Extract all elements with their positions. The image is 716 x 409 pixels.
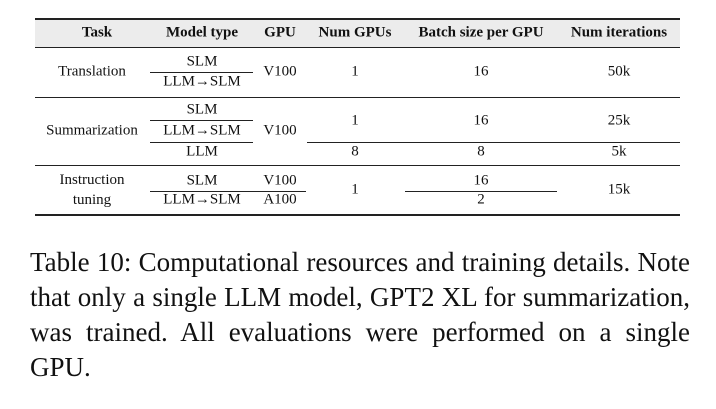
header-cell: Task bbox=[81, 24, 113, 41]
rule bbox=[150, 191, 306, 192]
cell: Summarization bbox=[46, 122, 138, 139]
cell: 16 bbox=[473, 63, 489, 80]
cell: LLM bbox=[186, 143, 218, 160]
header-cell: Num GPUs bbox=[318, 24, 392, 41]
rule bbox=[35, 165, 680, 166]
cell: 16 bbox=[473, 172, 489, 189]
cell: 8 bbox=[351, 143, 359, 160]
rule bbox=[405, 191, 557, 192]
header-cell: Num iterations bbox=[570, 24, 668, 41]
cell: 8 bbox=[477, 143, 485, 160]
rule bbox=[150, 142, 253, 143]
cell: LLM→SLM bbox=[163, 191, 241, 208]
rule bbox=[35, 97, 680, 98]
cell: SLM bbox=[186, 101, 218, 118]
cell: 16 bbox=[473, 112, 489, 129]
cell: LLM→SLM bbox=[163, 73, 241, 90]
cell: 50k bbox=[607, 63, 631, 80]
cell: LLM→SLM bbox=[163, 122, 241, 139]
cell: 2 bbox=[477, 191, 485, 208]
cell: 5k bbox=[611, 143, 627, 160]
cell: V100 bbox=[263, 122, 297, 139]
header-cell: GPU bbox=[264, 24, 296, 41]
cell: 15k bbox=[607, 181, 631, 198]
cell: 1 bbox=[351, 112, 359, 129]
caption: Table 10: Computational resources and tr… bbox=[30, 247, 690, 382]
header-cell: Model type bbox=[165, 24, 239, 41]
cell: SLM bbox=[186, 53, 218, 70]
header-background bbox=[35, 20, 680, 47]
bottom-rule bbox=[35, 214, 680, 216]
cell: 1 bbox=[351, 63, 359, 80]
cell: 1 bbox=[351, 181, 359, 198]
cell: 25k bbox=[607, 112, 631, 129]
rule bbox=[150, 72, 253, 73]
cell: V100 bbox=[263, 63, 297, 80]
cell: Instruction tuning bbox=[59, 172, 125, 208]
rule bbox=[150, 120, 253, 121]
header-rule bbox=[35, 47, 680, 48]
header-cell: Batch size per GPU bbox=[418, 24, 544, 41]
cell: Translation bbox=[58, 63, 126, 80]
cell: V100 bbox=[263, 172, 297, 189]
cell: A100 bbox=[263, 191, 297, 208]
cell: SLM bbox=[186, 172, 218, 189]
top-rule bbox=[35, 18, 680, 20]
rule bbox=[307, 142, 680, 143]
